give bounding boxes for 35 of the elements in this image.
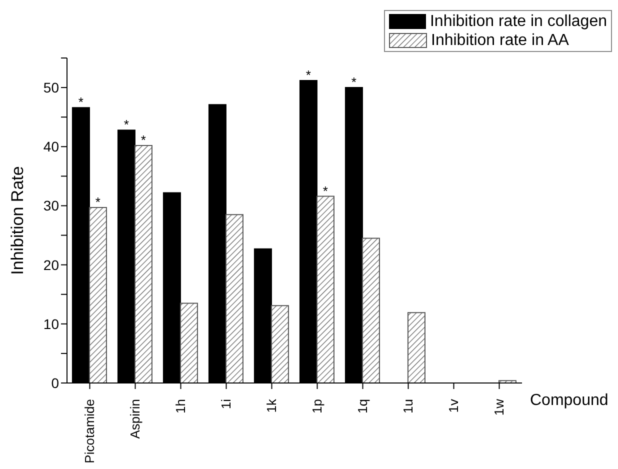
- x-axis-title: Compound: [530, 392, 608, 409]
- x-tick-label: 1i: [218, 398, 234, 410]
- x-tick-label: 1h: [172, 399, 188, 414]
- bar: [407, 312, 426, 383]
- x-tick-label: 1u: [400, 399, 416, 414]
- x-tick-label: 1k: [264, 398, 279, 413]
- annotation: *: [95, 194, 100, 210]
- annotation: *: [124, 117, 129, 132]
- annotation: *: [351, 74, 356, 90]
- annotation: *: [140, 132, 146, 148]
- bar: [316, 196, 334, 383]
- x-tick-label: 1q: [354, 399, 370, 414]
- y-axis-title: Inhibition Rate: [8, 166, 28, 275]
- bar: [225, 214, 244, 383]
- bar: [180, 302, 198, 383]
- bar: [88, 207, 107, 383]
- x-tick-label: Picotamide: [82, 399, 97, 464]
- y-tick-label: 50: [43, 80, 60, 96]
- y-tick-label: 40: [43, 138, 60, 155]
- annotation: *: [322, 183, 328, 198]
- x-tick-label: Aspirin: [127, 399, 142, 439]
- annotation: *: [78, 94, 84, 110]
- y-tick-label: 20: [43, 256, 60, 273]
- legend-label: Inhibition rate in collagen: [430, 12, 607, 30]
- x-tick-label: 1p: [309, 399, 324, 414]
- x-tick-label: 1w: [491, 398, 506, 416]
- annotation: *: [306, 67, 311, 82]
- y-tick-label: 30: [43, 198, 60, 214]
- legend-label: Inhibition rate in AA: [431, 32, 569, 50]
- y-tick-label: 0: [51, 374, 60, 391]
- bar: [270, 305, 289, 383]
- bar: [134, 144, 152, 383]
- y-tick-label: 10: [43, 316, 60, 332]
- bar: [362, 238, 380, 383]
- x-tick-label: 1v: [446, 398, 461, 413]
